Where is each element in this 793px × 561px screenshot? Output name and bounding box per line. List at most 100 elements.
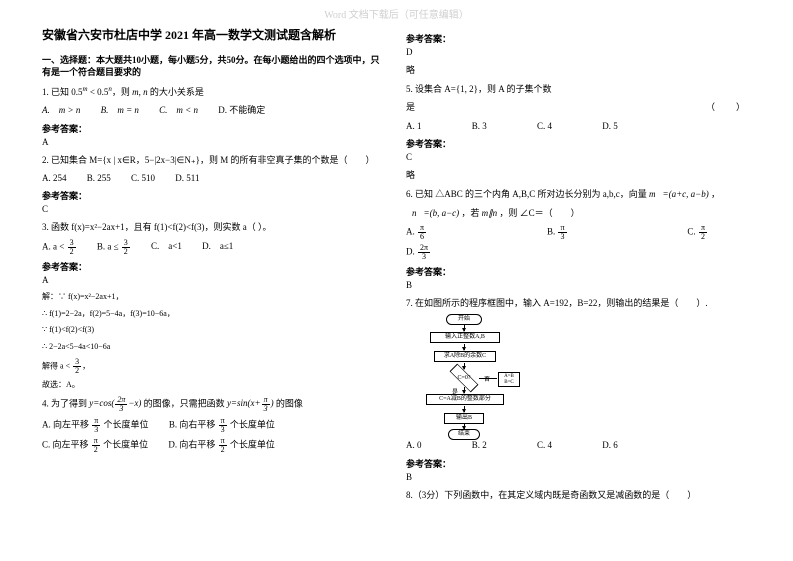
doc-title: 安徽省六安市杜店中学 2021 年高一数学文测试题含解析: [42, 28, 382, 44]
sol3-5t: 解得 a <: [42, 361, 72, 370]
q7-d: D. 6: [602, 438, 618, 452]
q1-t2: < 0.5: [88, 87, 109, 97]
a5: C: [406, 152, 746, 162]
fc-side: A=BB=C: [498, 372, 520, 387]
u: 个长度单位: [228, 439, 275, 449]
d: 2: [68, 248, 76, 256]
l: B.: [547, 227, 555, 237]
d: 3: [418, 253, 430, 261]
fc-a4: [464, 387, 465, 393]
q4-a: A. 向左平移 π3 个长度单位: [42, 417, 149, 434]
a5-note: 略: [406, 168, 746, 181]
sol3-2: ∴ f(1)=2−2a，f(2)=5−4a，f(3)=10−6a，: [42, 308, 382, 321]
l: C.: [687, 227, 695, 237]
a1: A: [42, 137, 382, 147]
a6-label: 参考答案：: [406, 265, 746, 278]
q6-mn: m∥n: [482, 208, 498, 218]
q1-c: C. m < n: [159, 103, 198, 117]
q1-opts: A. m > n B. m = n C. m < n D. 不能确定: [42, 103, 382, 117]
watermark-text: Word 文档下载后（可任意编辑）: [0, 6, 793, 21]
q6-m: m⃗=(a+c, a−b): [649, 189, 709, 199]
a4-label: 参考答案：: [406, 32, 746, 45]
page-container: 安徽省六安市杜店中学 2021 年高一数学文测试题含解析 一、选择题：本大题共1…: [0, 0, 793, 516]
a7: B: [406, 472, 746, 482]
f: π2: [699, 224, 707, 241]
d: 3: [92, 426, 100, 434]
q4-stem: 4. 为了得到 y=cos(2π3−x) 的图像，只需把函数 y=sin(x+π…: [42, 396, 382, 413]
q1-b: B. m = n: [101, 103, 139, 117]
t: C. 向左平移: [42, 439, 91, 449]
d: 3: [558, 233, 566, 241]
f: π6: [418, 224, 426, 241]
q6-c: C. π2: [687, 224, 708, 241]
q6-d: D. 2π3: [406, 244, 431, 261]
q5-blank: （ ）: [706, 100, 746, 114]
q7-a: A. 0: [406, 438, 422, 452]
f: π2: [92, 437, 100, 454]
section-1-head: 一、选择题：本大题共10小题，每小题5分，共50分。在每小题给出的四个选项中，只…: [42, 54, 382, 79]
fc-out: 输出B: [444, 413, 484, 424]
q5-c: C. 4: [537, 119, 552, 133]
fc-a2: [464, 344, 465, 350]
right-column: 参考答案： D 略 5. 设集合 A={1, 2}，则 A 的子集个数 是 （ …: [406, 28, 746, 506]
a3-label: 参考答案：: [42, 260, 382, 273]
a2: C: [42, 204, 382, 214]
a2-label: 参考答案：: [42, 189, 382, 202]
q1-mn: m, n: [132, 87, 148, 97]
frac-3-2b: 32: [122, 239, 130, 256]
u: 个长度单位: [228, 419, 275, 429]
q6-b: B. π3: [547, 224, 568, 241]
q2-a: A. 254: [42, 171, 67, 185]
a5-label: 参考答案：: [406, 137, 746, 150]
q5-b: B. 3: [472, 119, 487, 133]
q5-stem: 5. 设集合 A={1, 2}，则 A 的子集个数: [406, 82, 746, 96]
q6-t4: ，则 ∠C＝（ ）: [499, 208, 579, 218]
a6: B: [406, 280, 746, 290]
fc-end: 结束: [448, 429, 480, 440]
sol3-1: 解：∵ f(x)=x²−2ax+1，: [42, 291, 382, 304]
a1-label: 参考答案：: [42, 122, 382, 135]
sol3-4: ∴ 2−2a<5−4a<10−6a: [42, 341, 382, 354]
q7-c: C. 4: [537, 438, 552, 452]
d: 6: [418, 233, 426, 241]
q6-opts-row2: D. 2π3: [406, 244, 746, 261]
frac-3-2s: 32: [73, 358, 81, 375]
t: D. 向右平移: [168, 439, 217, 449]
q1-a: A. m > n: [42, 103, 80, 117]
q3-aL: A.: [42, 241, 53, 251]
d: 3: [115, 405, 127, 413]
q1-stem: 1. 已知 0.5m < 0.5n，则 m, n 的大小关系是: [42, 85, 382, 99]
q6-stem: 6. 已知 △ABC 的三个内角 A,B,C 所对边长分别为 a,b,c，向量 …: [406, 187, 746, 201]
a4-note: 略: [406, 63, 746, 76]
q4-t2: 的图像，只需把函数: [144, 398, 227, 408]
q5-opts: A. 1 B. 3 C. 4 D. 5: [406, 119, 746, 133]
q3-aT: a <: [53, 241, 67, 251]
q4-t1: 4. 为了得到: [42, 398, 89, 408]
q6-t1: 6. 已知 △ABC 的三个内角 A,B,C 所对边长分别为 a,b,c，向量: [406, 189, 649, 199]
q6-c1: ，: [711, 189, 720, 199]
q3-c: C. a<1: [151, 239, 182, 253]
d: 3: [262, 405, 270, 413]
fc-cond: C=0?: [449, 369, 479, 387]
q4-f1: y=cos(2π3−x): [89, 398, 141, 408]
left-column: 安徽省六安市杜店中学 2021 年高一数学文测试题含解析 一、选择题：本大题共1…: [42, 28, 382, 506]
q5-line2: 是 （ ）: [406, 100, 746, 114]
q3-d: D. a≤1: [202, 239, 233, 253]
q5-a: A. 1: [406, 119, 422, 133]
l: D.: [406, 247, 415, 257]
q3-opts: A. a < 32 B. a ≤ 32 C. a<1 D. a≤1: [42, 239, 382, 256]
q1-t3: ，则: [112, 87, 132, 97]
d: 2: [219, 446, 227, 454]
q1-t4: 的大小关系是: [150, 87, 204, 97]
sol3-3: ∵ f(1)<f(2)<f(3): [42, 324, 382, 337]
sol3-5: 解得 a < 32，: [42, 358, 382, 375]
q4-c: C. 向左平移 π2 个长度单位: [42, 437, 148, 454]
q4-opts-row1: A. 向左平移 π3 个长度单位 B. 向右平移 π3 个长度单位: [42, 417, 382, 434]
u: 个长度单位: [101, 439, 148, 449]
q1-d: D. 不能确定: [218, 103, 265, 117]
nval: =(b, a−c): [424, 208, 460, 218]
q7-stem: 7. 在如图所示的程序框图中，输入 A=192，B=22，则输出的结果是（ ）.: [406, 296, 746, 310]
q4-b: B. 向右平移 π3 个长度单位: [169, 417, 275, 434]
mval: =(a+c, a−b): [663, 189, 709, 199]
f: π2: [219, 437, 227, 454]
